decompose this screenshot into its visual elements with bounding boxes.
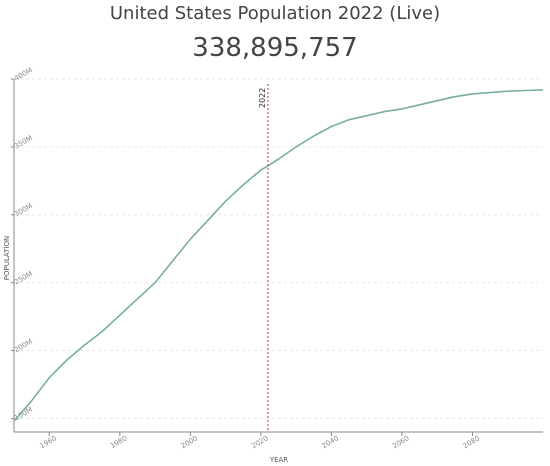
y-tick-label: 350M	[13, 134, 34, 151]
y-tick-label: 200M	[13, 338, 34, 355]
marker-layer: 2022	[258, 84, 269, 432]
y-axis-title: POPULATION	[3, 236, 11, 280]
y-tick-label: 300M	[13, 202, 34, 219]
x-tick-label: 1960	[39, 434, 58, 450]
grid-layer	[14, 78, 543, 419]
y-tick-label: 400M	[13, 66, 34, 83]
series-layer	[13, 89, 544, 422]
population-series-line	[13, 89, 544, 422]
x-tick-label: 2000	[180, 434, 199, 450]
x-tick-label: 2040	[321, 434, 340, 450]
x-tick-label: 2060	[391, 434, 410, 450]
x-tick-label: 1980	[109, 434, 128, 450]
x-tick-label: 2020	[250, 434, 269, 450]
live-population-counter: 338,895,757	[192, 33, 358, 63]
x-tick-label: 2080	[462, 434, 481, 450]
current-year-marker-label: 2022	[258, 88, 267, 108]
chart-title: United States Population 2022 (Live)	[109, 3, 441, 24]
y-tick-label: 250M	[13, 270, 34, 287]
x-axis-title: YEAR	[269, 456, 288, 464]
